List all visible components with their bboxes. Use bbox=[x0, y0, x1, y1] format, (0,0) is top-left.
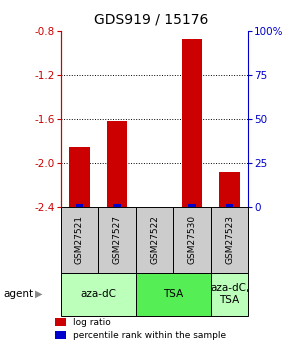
Bar bbox=[136, 273, 211, 316]
Text: agent: agent bbox=[3, 289, 33, 299]
Bar bbox=[61, 273, 136, 316]
Bar bbox=[69, 147, 90, 207]
Bar bbox=[219, 172, 240, 207]
Text: percentile rank within the sample: percentile rank within the sample bbox=[73, 331, 226, 340]
Bar bbox=[136, 207, 173, 273]
Text: GSM27530: GSM27530 bbox=[188, 215, 197, 264]
Bar bbox=[211, 207, 248, 273]
Bar bbox=[182, 39, 202, 207]
Text: aza-dC: aza-dC bbox=[80, 289, 116, 299]
Text: GSM27521: GSM27521 bbox=[75, 215, 84, 264]
Bar bbox=[113, 204, 121, 207]
Text: GSM27523: GSM27523 bbox=[225, 215, 234, 264]
Bar bbox=[188, 204, 196, 207]
Text: TSA: TSA bbox=[163, 289, 183, 299]
Text: aza-dC,
TSA: aza-dC, TSA bbox=[210, 283, 249, 305]
Bar bbox=[98, 207, 136, 273]
Text: log ratio: log ratio bbox=[73, 318, 110, 327]
Text: GSM27522: GSM27522 bbox=[150, 215, 159, 264]
Bar bbox=[55, 331, 66, 339]
Bar bbox=[173, 207, 211, 273]
Bar bbox=[61, 207, 98, 273]
Bar bbox=[107, 121, 127, 207]
Bar bbox=[211, 273, 248, 316]
Bar bbox=[226, 204, 233, 207]
Bar bbox=[55, 318, 66, 326]
Text: GSM27527: GSM27527 bbox=[112, 215, 122, 264]
Text: GDS919 / 15176: GDS919 / 15176 bbox=[94, 12, 209, 26]
Bar bbox=[76, 204, 83, 207]
Text: ▶: ▶ bbox=[35, 289, 42, 299]
